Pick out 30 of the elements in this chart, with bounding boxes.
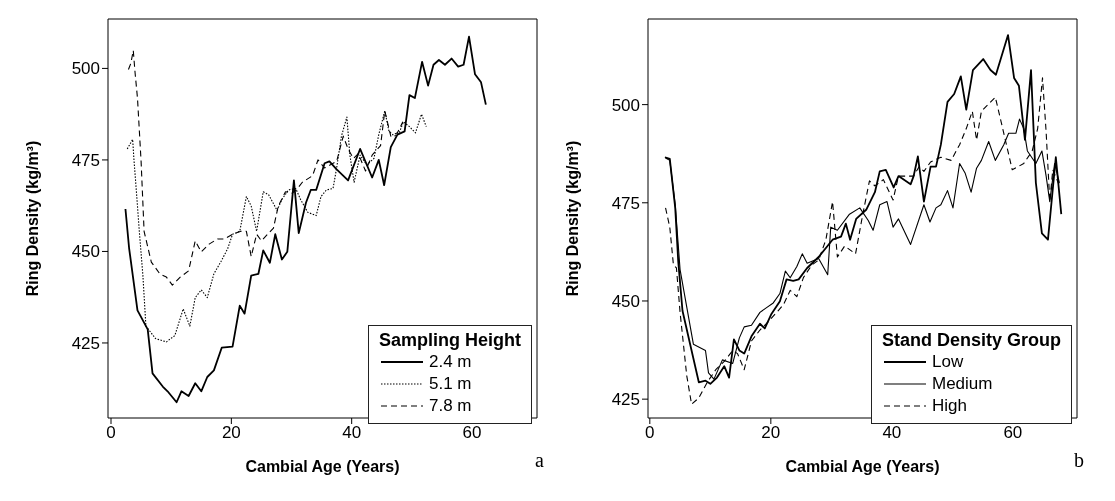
legend-label: Low (931, 351, 964, 373)
x-tick-label: 40 (342, 423, 362, 443)
x-tick-label: 60 (1003, 423, 1023, 443)
y-axis-title: Ring Density (kg/m³) (23, 140, 41, 297)
text: b (1074, 449, 1084, 472)
x-axis-title: Cambial Age (Years) (785, 458, 940, 475)
x-tick-label: 40 (882, 423, 902, 443)
legend-label: Medium (931, 373, 993, 395)
y-tick-label: 450 (71, 242, 100, 262)
legend-title: Sampling Height (378, 330, 521, 351)
y-axis-title: Ring Density (kg/m³) (563, 140, 581, 297)
x-tick-label: 20 (221, 423, 241, 443)
y-tick-label: 500 (71, 59, 100, 79)
y-tick-label: 475 (71, 150, 100, 170)
x-axis-title: Cambial Age (Years) (245, 458, 400, 475)
legend-label: 7.8 m (428, 395, 472, 417)
y-tick-label: 425 (71, 333, 100, 353)
legend-label: High (931, 395, 967, 417)
legend-title: Stand Density Group (881, 330, 1061, 351)
y-tick-label: 475 (611, 193, 640, 213)
y-tick-label: 425 (611, 390, 640, 410)
x-tick-label: 60 (462, 423, 482, 443)
x-tick-label: 0 (106, 423, 116, 443)
y-tick-label: 450 (611, 292, 640, 312)
y-tick-label: 500 (611, 95, 640, 115)
legend-label: 5.1 m (428, 373, 472, 395)
x-tick-label: 20 (761, 423, 781, 443)
text: a (535, 449, 544, 472)
legend-label: 2.4 m (428, 351, 472, 373)
x-tick-label: 0 (645, 423, 655, 443)
